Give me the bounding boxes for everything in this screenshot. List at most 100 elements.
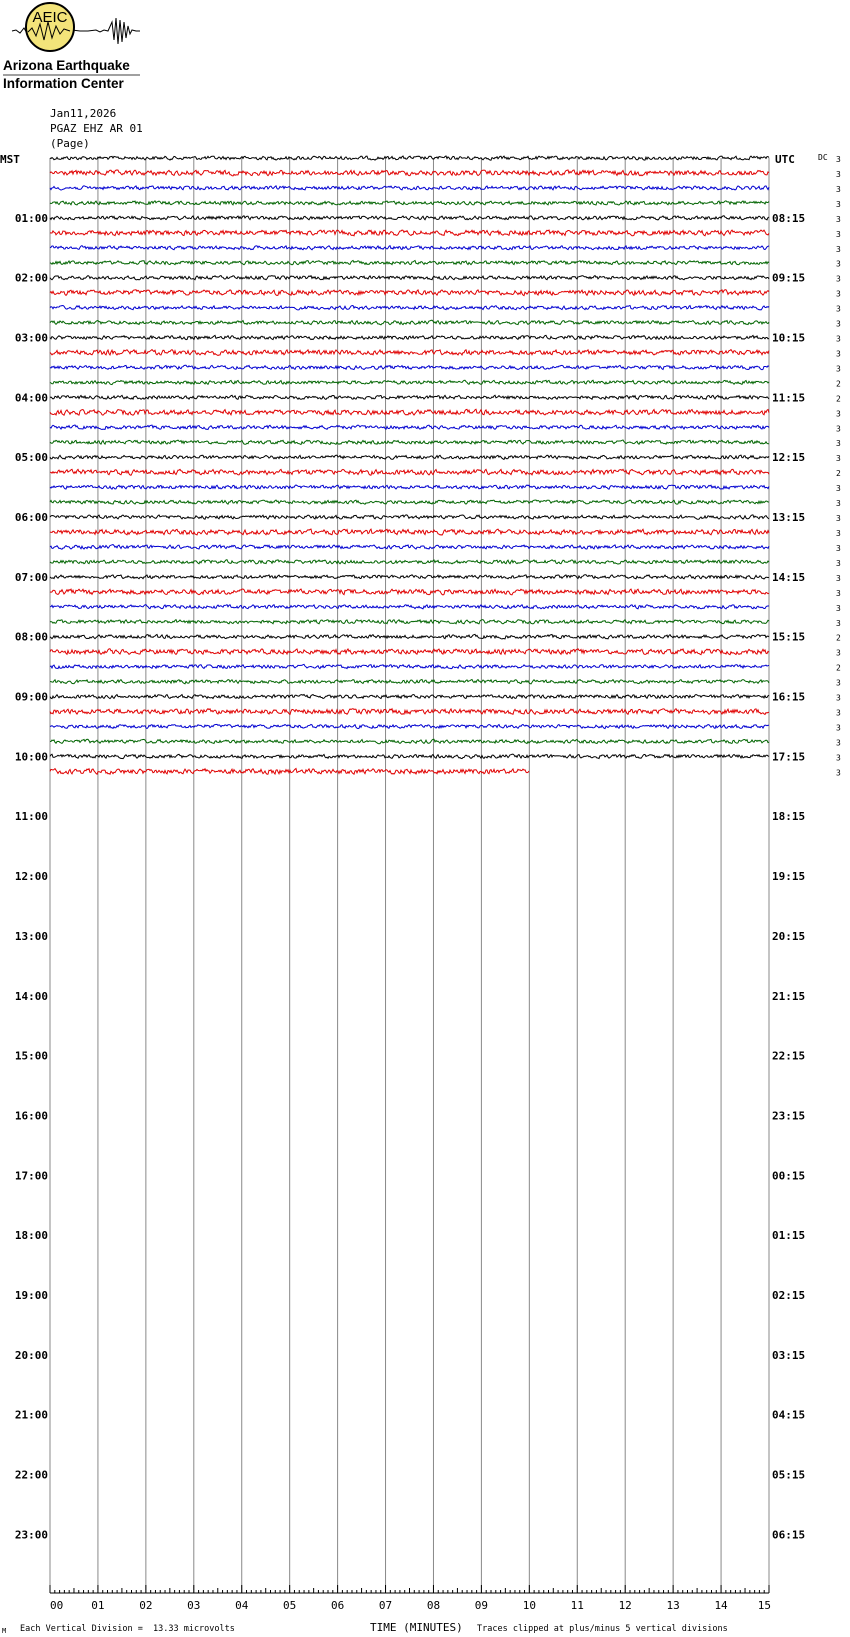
dc-label: DC [818,153,828,162]
mst-label: MST [0,153,20,166]
station-id: PGAZ EHZ AR 01 [50,122,143,135]
dc-value: 3 [836,484,841,493]
axis-labels: 00 01 02 03 04 05 06 07 08 09 10 11 12 13 14 15 MST UTC DC… [0,153,841,1635]
seismic-trace [49,574,770,580]
dc-value: 3 [836,574,841,583]
footer-mark: M [2,1627,6,1635]
dc-value: 3 [836,170,841,179]
mst-hour-label: 20:00 [15,1349,48,1362]
mst-hour-label: 17:00 [15,1169,48,1182]
record-date: Jan11,2026 [50,107,117,120]
dc-value: 2 [836,664,841,673]
seismic-trace [49,753,770,760]
seismic-trace [49,633,770,640]
dc-value: 3 [836,454,841,463]
x-tick-label: 01 [91,1599,104,1612]
dc-value: 3 [836,364,841,373]
seismic-trace [49,738,770,745]
seismic-trace [49,499,769,505]
seismic-trace [49,274,770,281]
seismic-trace [49,693,770,700]
seismic-trace [49,319,770,326]
footer-scale: 13.33 microvolts [153,1624,235,1634]
footer-division-label: Each Vertical Division = [20,1624,143,1634]
seismic-trace [49,379,770,386]
mst-hour-label: 08:00 [15,631,48,644]
utc-hour-label: 11:15 [772,391,805,404]
mst-hour-label: 09:00 [15,691,48,704]
logo-badge [25,2,75,52]
dc-value: 3 [836,275,841,284]
station-location: (Page) [50,137,90,150]
utc-hour-label: 00:15 [772,1169,805,1182]
dc-value: 3 [836,290,841,299]
mst-hour-label: 04:00 [15,391,48,404]
mst-hour-label: 14:00 [15,990,48,1003]
dc-value: 3 [836,589,841,598]
utc-hour-label: 16:15 [772,691,805,704]
x-tick-label: 09 [475,1599,488,1612]
seismic-trace [49,184,770,191]
seismic-trace [49,603,770,610]
utc-hour-label: 14:15 [772,571,805,584]
seismic-trace [49,408,770,416]
utc-hour-label: 19:15 [772,870,805,883]
seismic-trace [49,559,770,565]
seismic-trace [49,514,770,520]
dc-value: 3 [836,768,841,777]
aeic-logo: AEIC Arizona Earthquake Information Cent… [3,2,140,91]
dc-value: 3 [836,409,841,418]
utc-hour-label: 08:15 [772,212,805,225]
mst-hour-label: 06:00 [15,511,48,524]
seismic-trace [50,678,770,685]
dc-value: 3 [836,544,841,553]
minute-grid [49,158,770,1594]
dc-value: 3 [836,245,841,254]
utc-hour-label: 03:15 [772,1349,805,1362]
dc-value: 3 [836,738,841,747]
utc-hour-label: 22:15 [772,1050,805,1063]
mst-hour-label: 02:00 [15,272,48,285]
seismic-trace [49,229,770,237]
utc-hour-label: 09:15 [772,272,805,285]
x-tick-label: 05 [283,1599,296,1612]
dc-value: 3 [836,723,841,732]
x-axis-title: TIME (MINUTES) [370,1621,463,1634]
utc-label: UTC [775,153,795,166]
seismic-trace [49,439,769,446]
dc-value: 3 [836,230,841,239]
x-tick-label: 10 [523,1599,536,1612]
seismic-trace [49,424,770,431]
dc-value: 3 [836,215,841,224]
utc-hour-label: 04:15 [772,1409,805,1422]
mst-hour-label: 16:00 [15,1109,48,1122]
seismic-trace [49,334,770,341]
mst-hour-label: 10:00 [15,750,48,763]
x-tick-label: 03 [187,1599,200,1612]
x-tick-label: 08 [427,1599,440,1612]
mst-hour-label: 22:00 [15,1468,48,1481]
x-tick-label: 12 [619,1599,632,1612]
utc-hour-label: 23:15 [772,1109,805,1122]
dc-value: 3 [836,604,841,613]
x-tick-label: 13 [667,1599,680,1612]
mst-hour-label: 01:00 [15,212,48,225]
seismic-traces [49,155,770,776]
seismic-trace [49,588,770,596]
seismic-trace [49,618,770,625]
footer-clip-note: Traces clipped at plus/minus 5 vertical … [477,1624,728,1634]
dc-value: 3 [836,709,841,718]
x-tick-label: 02 [139,1599,152,1612]
x-tick-label: 15 [758,1599,771,1612]
dc-value: 3 [836,200,841,209]
dc-value: 2 [836,394,841,403]
utc-hour-label: 17:15 [772,750,805,763]
dc-value: 2 [836,379,841,388]
seismic-trace [49,155,770,161]
seismic-trace [49,648,770,656]
seismic-trace [49,169,770,177]
dc-value: 3 [836,305,841,314]
dc-value: 3 [836,619,841,628]
dc-value: 3 [836,320,841,329]
